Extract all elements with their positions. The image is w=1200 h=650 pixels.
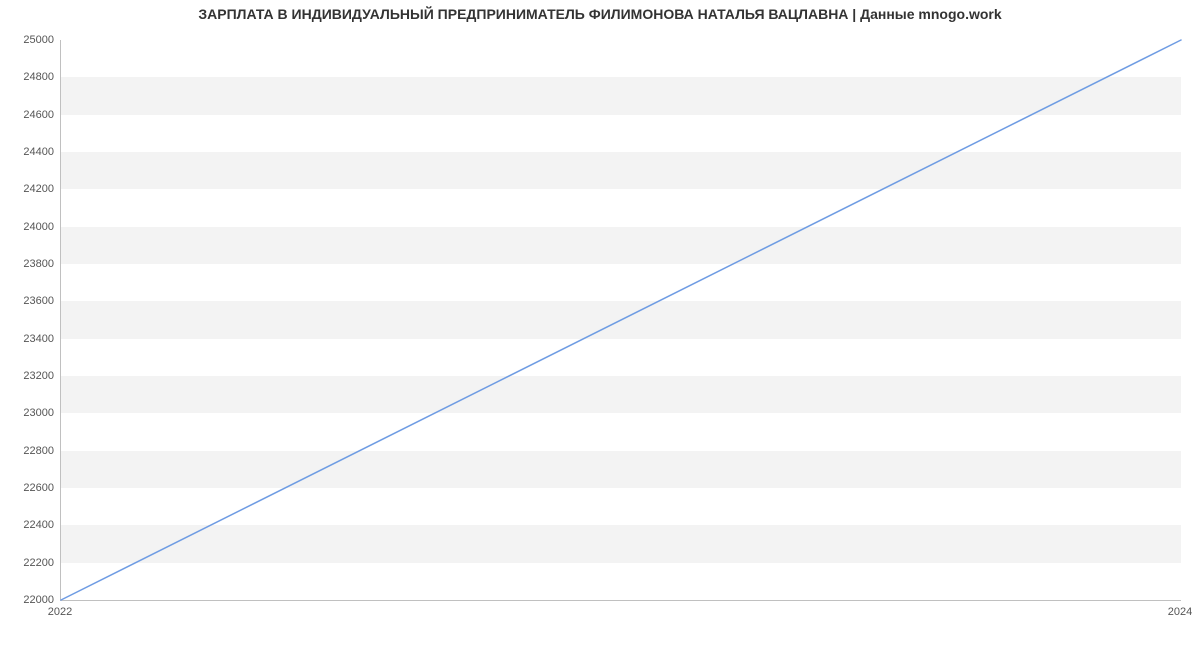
x-tick-label: 2024 — [1168, 606, 1192, 618]
y-tick-label: 25000 — [4, 34, 54, 46]
y-tick-label: 24800 — [4, 71, 54, 83]
y-tick-label: 24200 — [4, 183, 54, 195]
y-tick-label: 22600 — [4, 482, 54, 494]
y-tick-label: 23200 — [4, 370, 54, 382]
y-tick-label: 24400 — [4, 146, 54, 158]
y-tick-label: 22000 — [4, 594, 54, 606]
series-line — [61, 40, 1181, 600]
y-tick-label: 23800 — [4, 258, 54, 270]
y-tick-label: 23400 — [4, 333, 54, 345]
plot-area — [60, 40, 1181, 601]
salary-line-chart: ЗАРПЛАТА В ИНДИВИДУАЛЬНЫЙ ПРЕДПРИНИМАТЕЛ… — [0, 0, 1200, 650]
y-tick-label: 24600 — [4, 109, 54, 121]
x-tick-label: 2022 — [48, 606, 72, 618]
series-layer — [61, 40, 1181, 600]
y-tick-label: 22200 — [4, 557, 54, 569]
y-tick-label: 22800 — [4, 445, 54, 457]
y-tick-label: 23000 — [4, 407, 54, 419]
y-tick-label: 24000 — [4, 221, 54, 233]
y-tick-label: 22400 — [4, 519, 54, 531]
chart-title: ЗАРПЛАТА В ИНДИВИДУАЛЬНЫЙ ПРЕДПРИНИМАТЕЛ… — [0, 6, 1200, 22]
y-tick-label: 23600 — [4, 295, 54, 307]
